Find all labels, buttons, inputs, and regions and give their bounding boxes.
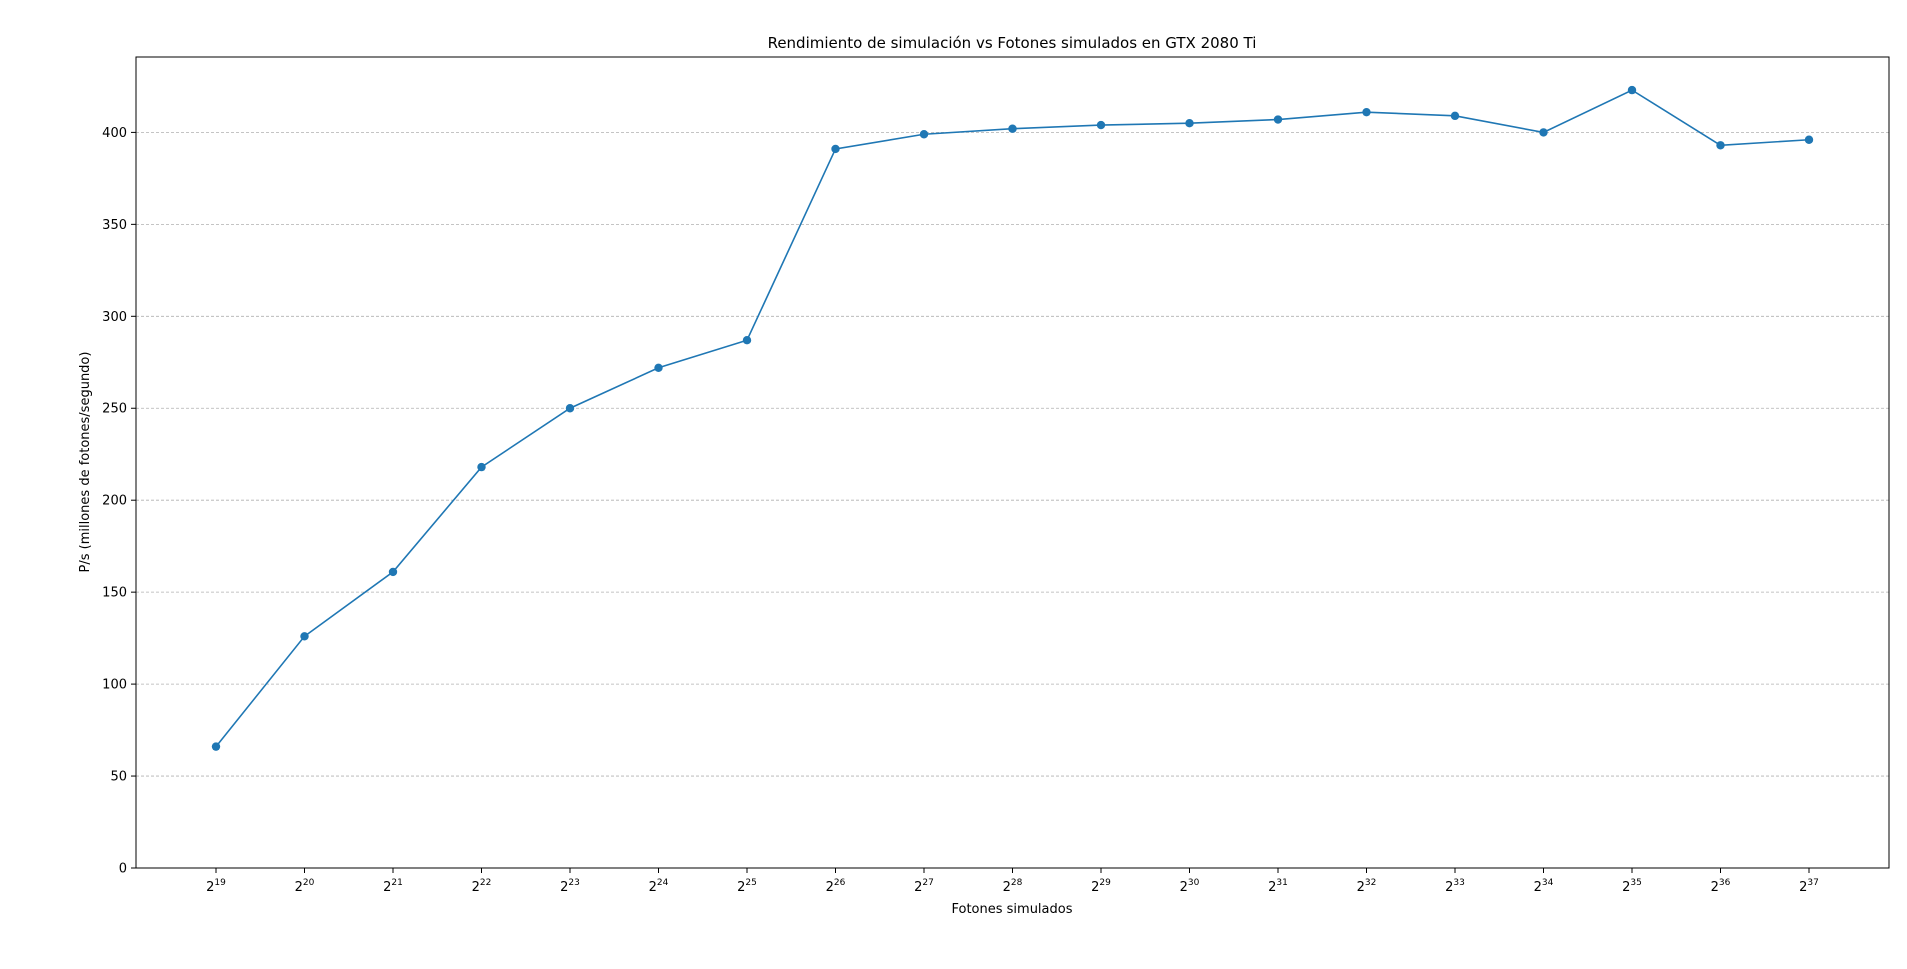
data-point [1804, 135, 1814, 144]
x-tick-base: 2 [826, 880, 834, 895]
y-gridlines [136, 131, 1889, 777]
x-tick-label: 236 [1711, 878, 1731, 895]
x-tick-exponent: 28 [1011, 878, 1023, 888]
y-tick-label: 200 [102, 494, 127, 509]
x-tick-label: 220 [295, 878, 315, 895]
x-tick-base: 2 [383, 880, 391, 895]
x-tick-exponent: 19 [214, 878, 226, 888]
chart-title: Rendimiento de simulación vs Fotones sim… [768, 34, 1257, 52]
data-point [1362, 107, 1371, 117]
x-tick-label: 224 [649, 878, 669, 895]
x-tick-label: 225 [737, 878, 757, 895]
x-tick-base: 2 [1622, 880, 1630, 895]
y-axis-ticks: 0 50 100 150 200 250 300 350 400 [102, 126, 136, 877]
data-point [1450, 111, 1460, 121]
x-tick-exponent: 27 [922, 878, 933, 888]
x-axis-label: Fotones simulados [951, 902, 1072, 917]
x-tick-label: 233 [1445, 878, 1465, 895]
x-tick-exponent: 24 [657, 878, 669, 888]
x-tick-label: 223 [560, 878, 580, 895]
x-tick-exponent: 30 [1188, 878, 1200, 888]
x-tick-base: 2 [1357, 880, 1365, 895]
x-tick-base: 2 [1091, 880, 1099, 895]
y-tick-label: 100 [102, 678, 127, 693]
data-point [1716, 141, 1725, 150]
data-point [300, 632, 309, 641]
x-tick-exponent: 34 [1542, 878, 1554, 888]
x-tick-base: 2 [737, 880, 745, 895]
x-tick-base: 2 [1445, 880, 1453, 895]
y-tick-label: 0 [119, 862, 127, 877]
x-tick-label: 234 [1534, 878, 1554, 895]
x-tick-exponent: 37 [1807, 878, 1818, 888]
x-tick-exponent: 21 [391, 878, 402, 888]
data-point [1008, 124, 1017, 133]
x-tick-base: 2 [1799, 880, 1807, 895]
x-tick-label: 222 [472, 878, 492, 895]
x-tick-exponent: 36 [1719, 878, 1731, 888]
x-tick-label: 221 [383, 878, 403, 895]
x-tick-exponent: 25 [745, 878, 756, 888]
x-tick-exponent: 22 [480, 878, 491, 888]
x-tick-base: 2 [1180, 880, 1188, 895]
x-tick-base: 2 [914, 880, 922, 895]
y-tick-label: 250 [102, 402, 127, 417]
x-tick-base: 2 [560, 880, 568, 895]
x-tick-base: 2 [1534, 880, 1542, 895]
data-point [831, 144, 840, 154]
data-point [565, 404, 575, 413]
x-tick-base: 2 [472, 880, 480, 895]
data-point [1185, 119, 1194, 128]
data-point [1096, 120, 1106, 130]
x-tick-exponent: 29 [1099, 878, 1111, 888]
x-tick-exponent: 32 [1365, 878, 1376, 888]
data-point [1539, 128, 1548, 137]
x-tick-label: 231 [1268, 878, 1288, 895]
x-tick-label: 237 [1799, 878, 1819, 895]
x-tick-base: 2 [295, 880, 303, 895]
data-point [919, 130, 929, 139]
data-point [1627, 85, 1637, 95]
y-tick-label: 50 [110, 770, 127, 785]
x-tick-base: 2 [649, 880, 657, 895]
x-tick-label: 230 [1180, 878, 1200, 895]
x-tick-exponent: 31 [1276, 878, 1287, 888]
y-tick-label: 350 [102, 218, 127, 233]
x-tick-exponent: 35 [1630, 878, 1641, 888]
x-tick-label: 226 [826, 878, 846, 895]
y-tick-label: 150 [102, 586, 127, 601]
x-tick-exponent: 33 [1453, 878, 1464, 888]
data-point [211, 742, 221, 751]
plot-frame [135, 56, 1890, 869]
x-tick-label: 232 [1357, 878, 1377, 895]
x-tick-base: 2 [206, 880, 214, 895]
x-tick-base: 2 [1268, 880, 1276, 895]
data-point [742, 336, 752, 345]
y-axis-label: P/s (millones de fotones/segundo) [78, 352, 93, 573]
data-point [388, 567, 398, 577]
x-tick-label: 228 [1003, 878, 1023, 895]
x-tick-label: 229 [1091, 878, 1111, 895]
x-tick-exponent: 23 [568, 878, 579, 888]
y-tick-label: 400 [102, 126, 127, 141]
x-tick-exponent: 20 [303, 878, 315, 888]
x-tick-label: 227 [914, 878, 934, 895]
x-tick-label: 219 [206, 878, 226, 895]
data-point [1273, 115, 1283, 124]
data-point [654, 363, 663, 372]
x-tick-exponent: 26 [834, 878, 846, 888]
data-point [477, 462, 486, 472]
x-tick-label: 235 [1622, 878, 1642, 895]
x-tick-base: 2 [1003, 880, 1011, 895]
y-tick-label: 300 [102, 310, 127, 325]
series-layer [211, 85, 1814, 751]
x-axis-ticks: 219 220 221 222 223 224 225 226 227 228 229 230 231 2… [206, 868, 1819, 895]
x-tick-base: 2 [1711, 880, 1719, 895]
